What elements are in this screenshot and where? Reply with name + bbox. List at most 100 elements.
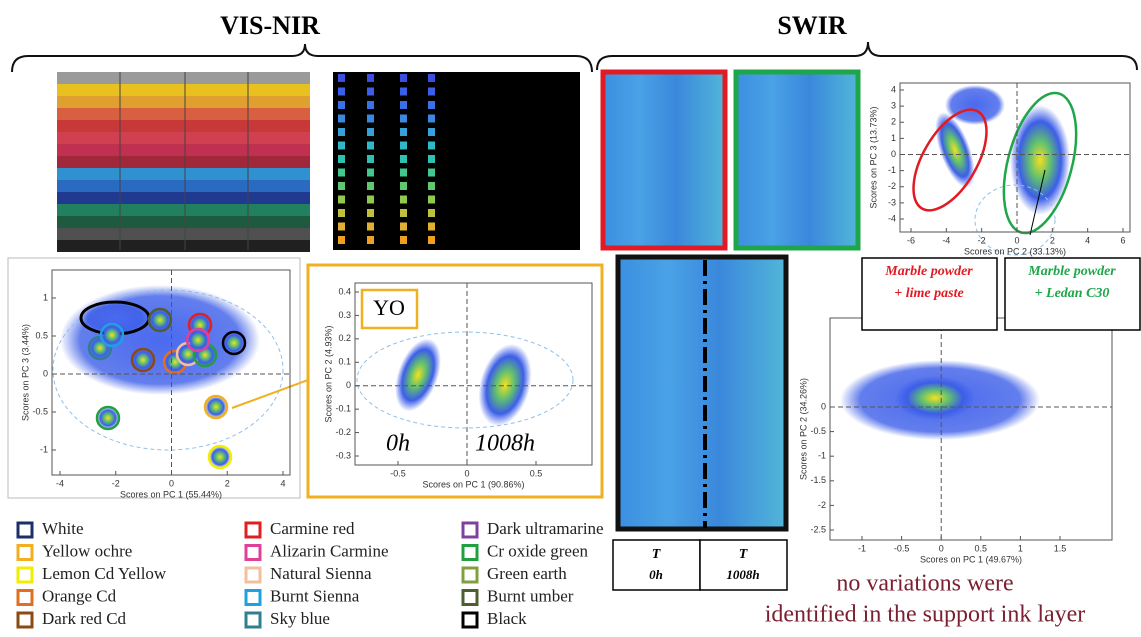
square	[400, 168, 407, 177]
x-axis-label: Scores on PC 1 (90.86%)	[422, 479, 524, 489]
x-tick-label: 2	[1050, 235, 1055, 245]
cluster	[185, 327, 211, 353]
y-tick-label: -2	[818, 500, 826, 510]
y-tick-label: -1	[818, 451, 826, 461]
square	[338, 128, 345, 136]
square	[367, 155, 374, 163]
stripe	[57, 120, 310, 132]
square	[367, 236, 374, 244]
color-chart-photo	[57, 72, 310, 252]
legend-swatch	[461, 589, 479, 606]
square	[367, 101, 374, 109]
legend-label: Dark ultramarine	[487, 519, 604, 538]
cluster	[147, 307, 173, 333]
vnir-squares	[338, 74, 435, 244]
square	[400, 236, 407, 244]
x-axis-label: Scores on PC 2 (33.13%)	[964, 246, 1066, 256]
square	[338, 195, 345, 204]
square	[400, 222, 407, 231]
y-axis-label: Scores on PC 3 (13.73%)	[868, 106, 878, 208]
connector	[231, 379, 309, 409]
x-tick-label: 0.5	[530, 468, 543, 478]
legend-swatch	[16, 611, 34, 629]
vnir-image	[333, 72, 580, 250]
y-tick-label: -1	[888, 165, 896, 175]
square	[428, 114, 435, 123]
square	[338, 182, 345, 190]
cloud	[895, 376, 975, 420]
x-tick-label: 1.5	[1054, 543, 1067, 553]
cloud	[1010, 105, 1070, 215]
x-tick-label: 0.5	[975, 543, 988, 553]
square	[428, 168, 435, 177]
y-tick-label: -4	[888, 213, 896, 223]
stripe	[57, 84, 310, 96]
header: VIS-NIR	[220, 11, 320, 40]
square	[338, 87, 345, 96]
legend-label: Cr oxide green	[487, 541, 589, 560]
plot-frame	[354, 282, 593, 466]
y-tick-label: 0.4	[338, 286, 351, 296]
stripe	[57, 108, 310, 120]
stripe	[57, 132, 310, 144]
square	[428, 128, 435, 136]
legend-label: Green earth	[487, 564, 567, 583]
stripe	[57, 240, 310, 252]
y-tick-label: 0.3	[338, 310, 351, 320]
annotation-text: Marble powder	[1027, 264, 1116, 279]
swir-image	[733, 69, 861, 251]
stripe	[57, 96, 310, 108]
legend-swatch	[16, 589, 34, 606]
square	[400, 74, 407, 82]
y-tick-label: 0.1	[338, 357, 351, 367]
square	[428, 87, 435, 96]
x-tick-label: -2	[978, 235, 986, 245]
header: SWIR	[777, 11, 847, 40]
legend-swatch	[16, 566, 34, 584]
cluster	[130, 347, 156, 373]
square	[428, 182, 435, 190]
x-tick-label: -6	[907, 235, 915, 245]
x-tick-label: -1	[858, 543, 866, 553]
note: identified in the support ink layer	[765, 602, 1086, 628]
square	[400, 182, 407, 190]
cloud	[395, 338, 441, 412]
y-tick-label: -1	[40, 444, 48, 454]
stripe	[57, 216, 310, 228]
square	[400, 155, 407, 163]
x-axis-label: Scores on PC 1 (49.67%)	[920, 554, 1022, 564]
x-tick-label: 4	[280, 478, 285, 488]
x-tick-label: -0.5	[390, 468, 406, 478]
legend-swatch	[16, 544, 34, 561]
x-tick-label: 2	[225, 478, 230, 488]
legend-swatch	[461, 521, 479, 539]
y-tick-label: 0	[43, 368, 48, 378]
dashed-ellipse	[974, 184, 1056, 256]
legend-label: Black	[487, 609, 527, 628]
legend-label: White	[42, 519, 84, 538]
dashed-ellipse	[356, 331, 574, 429]
y-tick-label: -3	[888, 197, 896, 207]
square	[338, 222, 345, 231]
x-tick-label: 6	[1120, 235, 1125, 245]
cloud	[935, 112, 975, 188]
cluster	[95, 405, 121, 431]
y-tick-label: -0.2	[335, 427, 351, 437]
brace	[596, 41, 1138, 71]
y-tick-label: 1	[891, 133, 896, 143]
square	[367, 141, 374, 150]
square	[428, 101, 435, 109]
x-tick-label: 4	[1085, 235, 1090, 245]
y-tick-label: -0.5	[32, 406, 48, 416]
y-tick-label: 0	[346, 380, 351, 390]
legend-label: Carmine red	[270, 519, 355, 538]
square	[338, 74, 345, 82]
x-tick-label: -4	[942, 235, 950, 245]
group-ellipse	[912, 108, 988, 212]
badge-box	[360, 288, 419, 330]
legend-swatch	[244, 611, 262, 629]
stripe	[57, 156, 310, 168]
y-tick-label: 3	[891, 101, 896, 111]
badge: YO	[373, 295, 405, 320]
